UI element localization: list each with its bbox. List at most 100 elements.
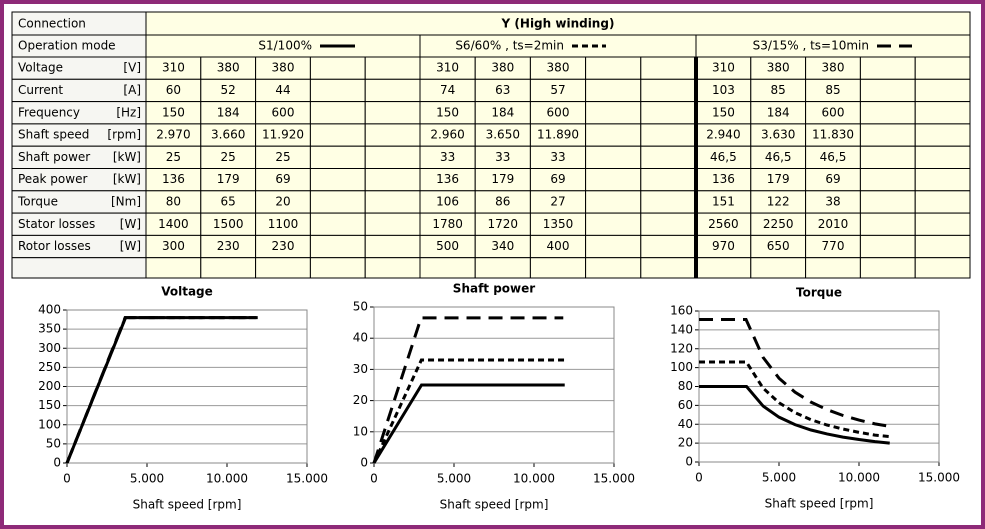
row-label: Shaft power bbox=[18, 150, 90, 164]
y-tick-label: 60 bbox=[678, 398, 693, 412]
table-cell bbox=[145, 257, 202, 279]
table-cell bbox=[859, 123, 916, 147]
table-cell bbox=[585, 257, 642, 279]
table-cell bbox=[914, 257, 971, 279]
row-label: Torque bbox=[17, 194, 58, 208]
table-value: 69 bbox=[550, 172, 565, 186]
row-label: Peak power bbox=[18, 172, 87, 186]
table-value: 150 bbox=[162, 105, 185, 119]
y-tick-label: 160 bbox=[670, 304, 693, 318]
row-unit: [Hz] bbox=[116, 105, 141, 119]
table-cell bbox=[914, 145, 971, 169]
x-tick-label: 10.000 bbox=[513, 472, 555, 486]
table-cell bbox=[640, 168, 697, 192]
y-tick-label: 10 bbox=[353, 424, 368, 438]
table-value: 380 bbox=[491, 61, 514, 75]
table-cell bbox=[585, 123, 642, 147]
y-tick-label: 350 bbox=[38, 322, 61, 336]
table-value: 46,5 bbox=[820, 150, 847, 164]
table-cell bbox=[200, 257, 257, 279]
table-cell bbox=[309, 234, 366, 259]
table-value: 150 bbox=[436, 105, 459, 119]
table-value: 46,5 bbox=[710, 150, 737, 164]
table-value: 65 bbox=[221, 194, 236, 208]
table-value: 184 bbox=[217, 105, 240, 119]
y-tick-label: 80 bbox=[678, 379, 693, 393]
table-value: 300 bbox=[162, 239, 185, 253]
table-cell bbox=[585, 234, 642, 259]
table-value: 33 bbox=[550, 150, 565, 164]
table-value: 122 bbox=[767, 194, 790, 208]
table-value: 184 bbox=[491, 105, 514, 119]
y-tick-label: 120 bbox=[670, 341, 693, 355]
table-value: 74 bbox=[440, 83, 455, 97]
row-label: Shaft speed bbox=[18, 128, 89, 142]
table-cell bbox=[364, 145, 421, 169]
table-cell bbox=[859, 212, 916, 236]
table-cell bbox=[914, 123, 971, 147]
table-cell bbox=[695, 257, 752, 279]
row-unit: [kW] bbox=[113, 150, 141, 164]
y-tick-label: 100 bbox=[38, 417, 61, 431]
table-value: 2.940 bbox=[706, 128, 740, 142]
table-cell bbox=[859, 168, 916, 192]
y-tick-label: 300 bbox=[38, 341, 61, 355]
table-value: 11.830 bbox=[812, 128, 854, 142]
y-tick-label: 400 bbox=[38, 303, 61, 317]
table-cell bbox=[805, 257, 861, 279]
chart-title: Torque bbox=[796, 286, 842, 300]
row-unit: [W] bbox=[120, 217, 141, 231]
table-cell bbox=[914, 101, 971, 125]
x-tick-label: 15.000 bbox=[918, 471, 960, 485]
table-value: 2250 bbox=[763, 217, 794, 231]
table-cell bbox=[859, 190, 916, 214]
x-axis-label: Shaft speed [rpm] bbox=[440, 498, 549, 512]
y-tick-label: 20 bbox=[353, 393, 368, 407]
plot-border bbox=[373, 306, 615, 464]
x-axis-label: Shaft speed [rpm] bbox=[133, 498, 242, 512]
table-cell bbox=[309, 101, 366, 125]
row-label: Rotor losses bbox=[18, 239, 91, 253]
x-axis-label: Shaft speed [rpm] bbox=[765, 497, 874, 511]
table-value: 85 bbox=[825, 83, 840, 97]
table-cell bbox=[364, 56, 421, 80]
table-value: 770 bbox=[822, 239, 845, 253]
table-cell bbox=[585, 145, 642, 169]
table-value: 136 bbox=[712, 172, 735, 186]
y-tick-label: 100 bbox=[670, 360, 693, 374]
series-line bbox=[699, 385, 890, 445]
table-value: 650 bbox=[767, 239, 790, 253]
row-unit: [A] bbox=[123, 83, 141, 97]
table-cell bbox=[585, 212, 642, 236]
table-cell bbox=[309, 123, 366, 147]
series-line bbox=[372, 383, 565, 464]
table-value: 46,5 bbox=[765, 150, 792, 164]
table-cell bbox=[309, 168, 366, 192]
series-line bbox=[65, 316, 257, 464]
table-cell bbox=[309, 56, 366, 80]
mode-label: S6/60% , ts=2min bbox=[455, 39, 564, 53]
table-cell bbox=[585, 56, 642, 80]
y-tick-label: 50 bbox=[46, 436, 61, 450]
table-value: 380 bbox=[822, 61, 845, 75]
table-value: 310 bbox=[712, 61, 735, 75]
table-value: 106 bbox=[436, 194, 459, 208]
table-value: 500 bbox=[436, 239, 459, 253]
x-tick-label: 0 bbox=[63, 472, 71, 486]
table-cell bbox=[914, 168, 971, 192]
y-tick-label: 20 bbox=[678, 436, 693, 450]
table-cell bbox=[859, 257, 916, 279]
x-tick-label: 10.000 bbox=[206, 472, 248, 486]
table-cell bbox=[914, 234, 971, 259]
table-cell bbox=[914, 212, 971, 236]
connection-value: Y (High winding) bbox=[501, 17, 615, 31]
table-value: 2010 bbox=[818, 217, 849, 231]
table-value: 20 bbox=[275, 194, 290, 208]
table-cell bbox=[640, 101, 697, 125]
table-cell bbox=[585, 190, 642, 214]
table-cell bbox=[309, 145, 366, 169]
y-tick-label: 0 bbox=[53, 456, 61, 470]
table-cell bbox=[364, 257, 421, 279]
